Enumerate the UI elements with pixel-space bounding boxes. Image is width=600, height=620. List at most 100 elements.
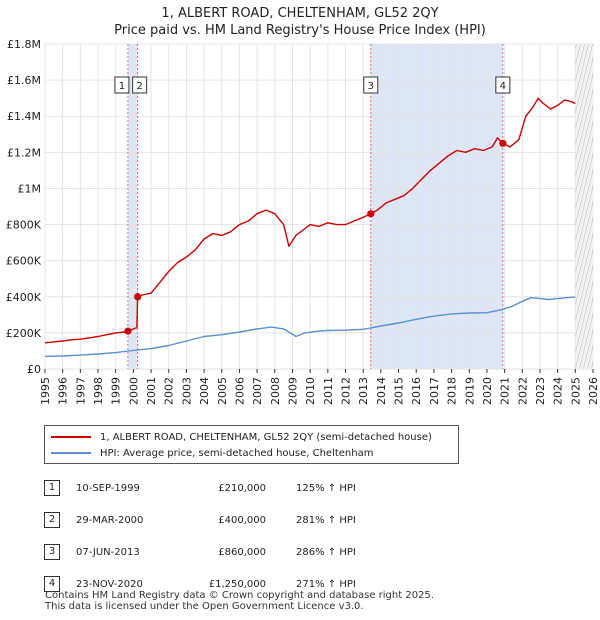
x-tick-label: 1999 xyxy=(110,377,123,405)
chart-subtitle: Price paid vs. HM Land Registry's House … xyxy=(114,23,486,38)
sale-hpi-delta: 125% ↑ HPI xyxy=(296,482,356,494)
x-tick-label: 2025 xyxy=(569,377,582,405)
legend-property-swatch xyxy=(51,436,91,438)
hpi-line xyxy=(44,296,576,358)
hatch-line xyxy=(575,73,593,147)
x-tick-label: 2014 xyxy=(375,377,388,405)
x-tick-label: 2024 xyxy=(552,377,565,405)
sale-price: £860,000 xyxy=(218,546,266,558)
x-tick-label: 2004 xyxy=(198,377,211,405)
x-tick-label: 1998 xyxy=(92,377,105,405)
y-tick-label: £1.8M xyxy=(7,38,41,51)
hatch-line xyxy=(575,265,593,339)
footer: Contains HM Land Registry data © Crown c… xyxy=(45,590,434,612)
hatch-clip-guard xyxy=(515,44,575,369)
hatch-line xyxy=(575,249,593,323)
table-row: 4 23-NOV-2020 £1,250,000 271% ↑ HPI xyxy=(44,568,356,600)
sale-point xyxy=(499,139,507,147)
x-tick-label: 2009 xyxy=(286,377,299,405)
x-tick-label: 2006 xyxy=(233,377,246,405)
legend-hpi-swatch xyxy=(51,452,91,454)
sale-badge: 2 xyxy=(44,512,60,528)
sale-label: 4 xyxy=(500,81,506,92)
legend-property-label: 1, ALBERT ROAD, CHELTENHAM, GL52 2QY (se… xyxy=(100,431,432,443)
table-row: 1 10-SEP-1999 £210,000 125% ↑ HPI xyxy=(44,472,356,504)
x-tick-label: 2019 xyxy=(463,377,476,405)
y-tick-label: £1.6M xyxy=(7,74,41,87)
x-tick-label: 2010 xyxy=(304,377,317,405)
hatch-line xyxy=(575,281,593,355)
y-tick-label: £800K xyxy=(6,219,42,232)
x-tick-label: 2013 xyxy=(357,377,370,405)
x-tick-label: 1996 xyxy=(57,377,70,405)
sale-date: 29-MAR-2000 xyxy=(76,514,144,526)
sale-price: £1,250,000 xyxy=(208,578,266,590)
footer-copyright: Contains HM Land Registry data © Crown c… xyxy=(45,590,434,601)
legend: 1, ALBERT ROAD, CHELTENHAM, GL52 2QY (se… xyxy=(44,425,459,464)
x-tick-label: 2016 xyxy=(410,377,423,405)
hatch-line xyxy=(575,169,593,243)
sale-label: 3 xyxy=(368,81,374,92)
sale-hpi-delta: 281% ↑ HPI xyxy=(296,514,356,526)
shaded-range xyxy=(127,44,138,369)
x-tick-label: 2017 xyxy=(428,377,441,405)
sale-point xyxy=(134,293,142,301)
x-tick-label: 2018 xyxy=(446,377,459,405)
x-tick-label: 2012 xyxy=(340,377,353,405)
y-tick-label: £1.2M xyxy=(7,146,41,159)
hatch-line xyxy=(575,297,593,369)
sale-badge: 1 xyxy=(44,480,60,496)
sale-point xyxy=(124,327,132,335)
sale-label-box xyxy=(132,76,148,94)
hatch-line xyxy=(575,153,593,227)
legend-hpi-label: HPI: Average price, semi-detached house,… xyxy=(100,447,374,459)
hatch-line xyxy=(575,185,593,259)
sale-label-box xyxy=(114,76,130,94)
y-tick-label: £1M xyxy=(18,182,42,195)
hatch-line xyxy=(575,201,593,275)
y-tick-label: £0 xyxy=(27,363,41,376)
sale-badge: 3 xyxy=(44,544,60,560)
sale-date: 23-NOV-2020 xyxy=(76,578,143,590)
transactions-table: 1 10-SEP-1999 £210,000 125% ↑ HPI 2 29-M… xyxy=(44,472,356,600)
legend-item-property: 1, ALBERT ROAD, CHELTENHAM, GL52 2QY (se… xyxy=(51,430,432,444)
hatch-line xyxy=(579,313,593,369)
x-tick-label: 2011 xyxy=(322,377,335,405)
sale-badge: 4 xyxy=(44,576,60,592)
sale-hpi-delta: 271% ↑ HPI xyxy=(296,578,356,590)
sale-point xyxy=(367,210,375,218)
footer-license: This data is licensed under the Open Gov… xyxy=(45,601,364,612)
x-tick-label: 2008 xyxy=(269,377,282,405)
table-row: 3 07-JUN-2013 £860,000 286% ↑ HPI xyxy=(44,536,356,568)
hatch-line xyxy=(575,89,593,163)
chart-title: 1, ALBERT ROAD, CHELTENHAM, GL52 2QY xyxy=(161,6,439,21)
x-tick-label: 2026 xyxy=(587,377,600,405)
y-tick-label: £200K xyxy=(6,327,42,340)
x-tick-label: 2000 xyxy=(127,377,140,405)
hatch-line xyxy=(575,44,585,83)
x-tick-label: 2021 xyxy=(499,377,512,405)
x-tick-label: 2007 xyxy=(251,377,264,405)
x-tick-label: 2001 xyxy=(145,377,158,405)
x-tick-label: 2015 xyxy=(393,377,406,405)
sale-hpi-delta: 286% ↑ HPI xyxy=(296,546,356,558)
sale-label-box xyxy=(363,76,379,94)
x-tick-label: 1995 xyxy=(39,377,52,405)
x-tick-label: 2003 xyxy=(180,377,193,405)
sale-price: £400,000 xyxy=(218,514,266,526)
sale-date: 07-JUN-2013 xyxy=(76,546,140,558)
sale-date: 10-SEP-1999 xyxy=(76,482,140,494)
x-tick-label: 2020 xyxy=(481,377,494,405)
sale-label: 1 xyxy=(119,81,125,92)
shaded-range xyxy=(370,44,503,369)
hatch-line xyxy=(575,44,593,115)
hatch-line xyxy=(595,44,600,369)
sale-label-box xyxy=(495,76,511,94)
table-row: 2 29-MAR-2000 £400,000 281% ↑ HPI xyxy=(44,504,356,536)
hatch-line xyxy=(575,137,593,211)
x-tick-label: 2005 xyxy=(216,377,229,405)
sale-price: £210,000 xyxy=(218,482,266,494)
y-tick-label: £400K xyxy=(6,291,42,304)
hatch-line xyxy=(575,57,593,131)
